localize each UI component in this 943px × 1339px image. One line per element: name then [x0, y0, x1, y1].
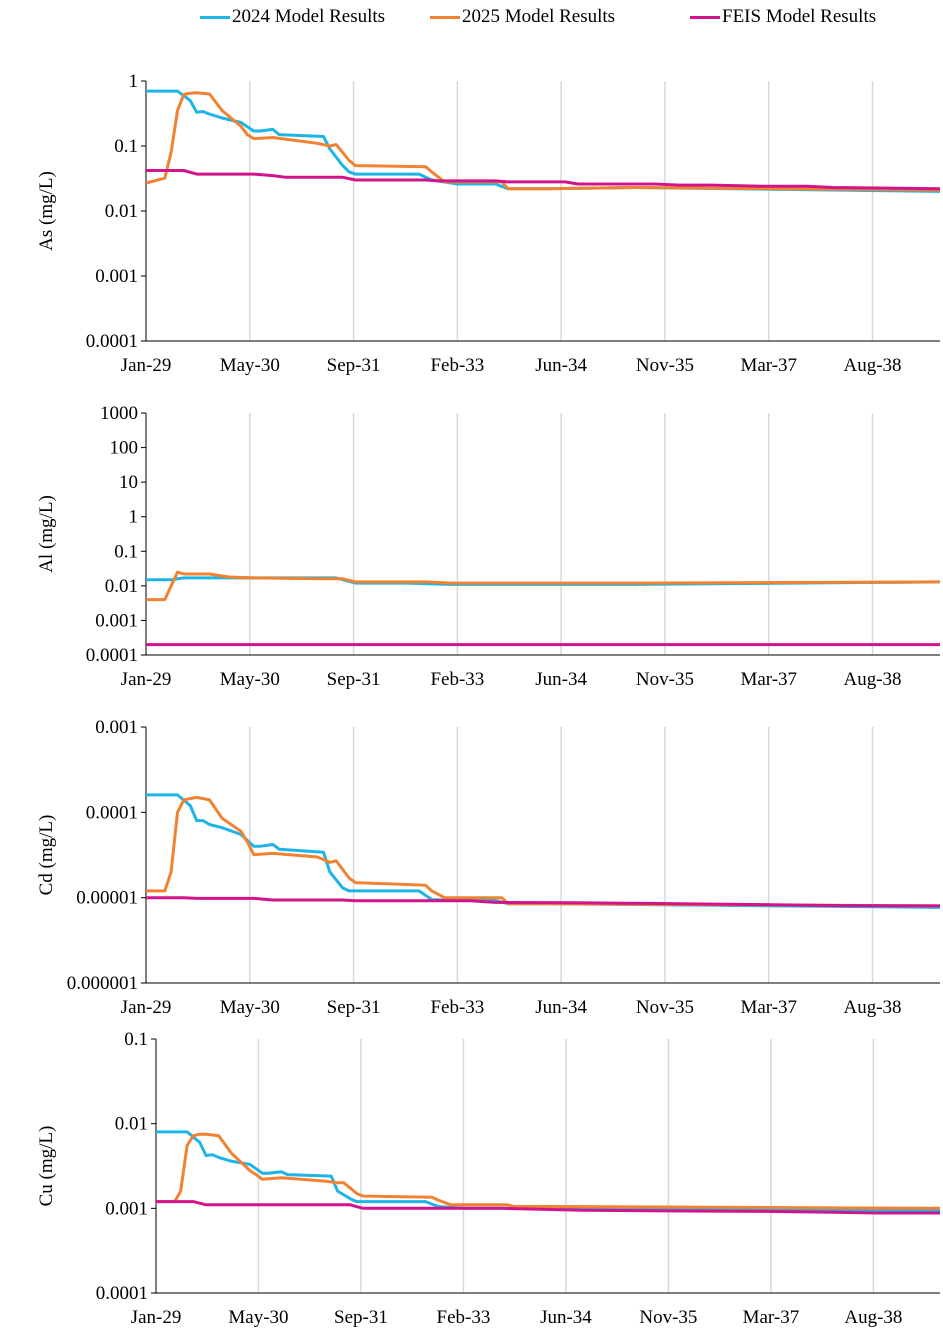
legend-item-2025: 2025 Model Results — [430, 6, 615, 28]
x-tick-label: Feb-33 — [437, 1307, 491, 1328]
x-tick-label: May-30 — [228, 1307, 288, 1328]
x-tick-label: Jan-29 — [131, 1307, 182, 1328]
y-tick-label: 0.1 — [124, 1029, 148, 1050]
series-line-2024 — [146, 89, 941, 193]
legend-swatch-2025 — [430, 15, 460, 19]
y-axis-title: Cu (mg/L) — [36, 1126, 57, 1207]
y-axis-title: As (mg/L) — [36, 171, 57, 251]
legend-label-feis: FEIS Model Results — [722, 6, 877, 27]
y-tick-label: 10 — [119, 472, 138, 493]
y-tick-label: 1000 — [100, 403, 138, 424]
series-line-2025 — [146, 570, 941, 602]
series-line-2025 — [156, 1132, 941, 1210]
series-line-2024 — [146, 793, 941, 909]
y-tick-label: 0.0001 — [86, 645, 138, 666]
legend-item-feis: FEIS Model Results — [690, 6, 876, 28]
y-tick-label: 0.01 — [105, 201, 138, 222]
x-tick-label: Nov-35 — [636, 669, 694, 690]
x-tick-label: Jun-34 — [535, 997, 587, 1018]
y-tick-label: 1 — [129, 71, 139, 92]
x-tick-label: Jun-34 — [535, 669, 587, 690]
y-tick-label: 0.001 — [95, 266, 138, 287]
y-tick-label: 0.1 — [114, 541, 138, 562]
series-line-2025 — [146, 795, 941, 908]
legend-swatch-feis — [690, 15, 720, 19]
legend-label-2025: 2025 Model Results — [462, 6, 616, 27]
y-tick-label: 0.000001 — [67, 973, 138, 994]
y-tick-label: 100 — [110, 438, 139, 459]
x-tick-label: Sep-31 — [327, 355, 381, 376]
series-line-feis — [146, 169, 941, 191]
chart-panel-3: Jan-29 May-30 Sep-31 Feb-33 Jun-34 Nov-35 Mar-… — [36, 717, 941, 1018]
y-tick-label: 0.0001 — [86, 802, 138, 823]
y-tick-label: 0.0001 — [96, 1283, 148, 1304]
legend-swatch-2024 — [200, 15, 230, 19]
y-tick-label: 1 — [129, 507, 139, 528]
x-tick-label: Jan-29 — [121, 669, 172, 690]
chart-panel-1: Jan-29 May-30 Sep-31 Feb-33 Jun-34 Nov-35 Mar-… — [36, 71, 941, 376]
y-tick-label: 0.01 — [105, 576, 138, 597]
y-axis-title: Al (mg/L) — [36, 495, 57, 573]
chart-panel-4: Jan-29 May-30 Sep-31 Feb-33 Jun-34 Nov-35 Mar-… — [36, 1029, 941, 1328]
y-tick-label: 0.00001 — [76, 888, 138, 909]
x-tick-label: Feb-33 — [430, 355, 484, 376]
x-tick-label: Aug-38 — [844, 669, 902, 690]
x-tick-label: Aug-38 — [844, 1307, 902, 1328]
x-tick-label: May-30 — [220, 669, 280, 690]
x-tick-label: Mar-37 — [740, 997, 797, 1018]
y-tick-label: 0.001 — [95, 610, 138, 631]
y-tick-label: 0.01 — [115, 1114, 148, 1135]
y-tick-label: 0.0001 — [86, 331, 138, 352]
legend-item-2024: 2024 Model Results — [200, 6, 385, 28]
x-tick-label: Feb-33 — [430, 997, 484, 1018]
legend-label-2024: 2024 Model Results — [232, 6, 386, 27]
y-tick-label: 0.1 — [114, 136, 138, 157]
series-line-feis — [156, 1200, 940, 1215]
chart-panel-2: Jan-29 May-30 Sep-31 Feb-33 Jun-34 Nov-35 Mar-… — [36, 403, 941, 690]
x-tick-label: Jan-29 — [121, 997, 172, 1018]
series-line-feis — [146, 896, 941, 908]
x-tick-label: Nov-35 — [636, 355, 694, 376]
x-tick-label: Feb-33 — [430, 669, 484, 690]
x-tick-label: Sep-31 — [327, 669, 381, 690]
x-tick-label: Jun-34 — [540, 1307, 592, 1328]
x-tick-label: Aug-38 — [844, 355, 902, 376]
x-tick-label: Nov-35 — [636, 997, 694, 1018]
legend: 2024 Model Results 2025 Model Results FE… — [0, 0, 943, 36]
y-axis-title: Cd (mg/L) — [36, 815, 57, 896]
series-line-2024 — [156, 1130, 941, 1212]
x-tick-label: Mar-37 — [740, 355, 797, 376]
y-tick-label: 0.001 — [95, 717, 138, 738]
x-tick-label: Jun-34 — [535, 355, 587, 376]
y-tick-label: 0.001 — [105, 1198, 148, 1219]
x-tick-label: May-30 — [220, 997, 280, 1018]
x-tick-label: Jan-29 — [121, 355, 172, 376]
x-tick-label: Aug-38 — [844, 997, 902, 1018]
x-tick-label: May-30 — [220, 355, 280, 376]
x-tick-label: Nov-35 — [639, 1307, 697, 1328]
x-tick-label: Sep-31 — [334, 1307, 388, 1328]
x-tick-label: Mar-37 — [740, 669, 797, 690]
x-tick-label: Sep-31 — [327, 997, 381, 1018]
x-tick-label: Mar-37 — [743, 1307, 800, 1328]
